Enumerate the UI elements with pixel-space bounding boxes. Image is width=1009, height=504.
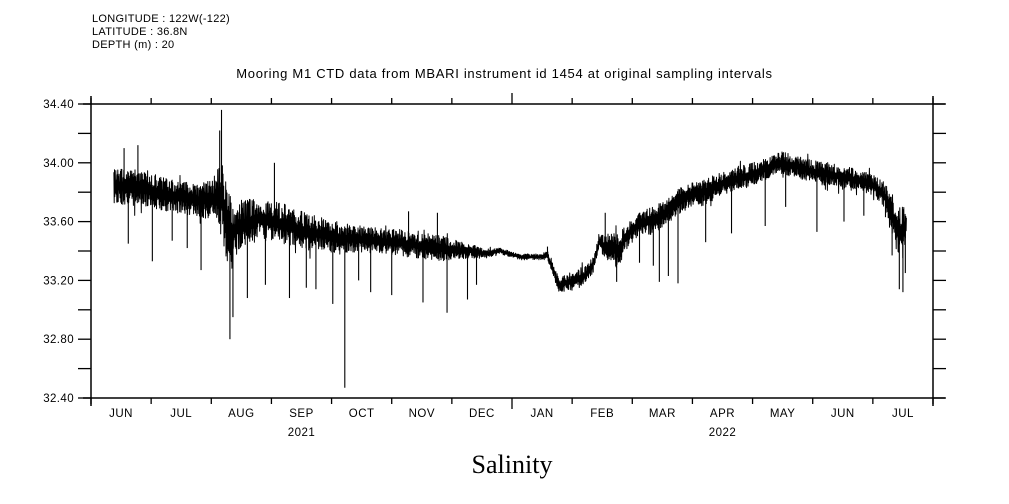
x-axis-month-label: JUL [170, 408, 192, 420]
x-axis-month-label: NOV [409, 408, 435, 420]
x-axis-month-label: JAN [530, 408, 553, 420]
x-axis-month-label: SEP [289, 408, 314, 420]
x-axis-month-label: APR [710, 408, 735, 420]
longitude-label: LONGITUDE : 122W(-122) [92, 13, 231, 25]
x-axis-month-label: JUL [892, 408, 914, 420]
x-axis-month-label: MAY [770, 408, 796, 420]
axis-title-salinity: Salinity [471, 450, 553, 479]
x-axis-month-label: OCT [349, 408, 375, 420]
year-label-2022: 2022 [708, 427, 737, 439]
x-axis-month-label: MAR [649, 408, 676, 420]
y-axis-tick-label: 34.40 [43, 99, 74, 111]
year-label-2021: 2021 [287, 427, 316, 439]
y-axis-tick-label: 33.60 [43, 217, 74, 229]
y-axis-tick-label: 33.20 [43, 275, 74, 287]
y-axis-tick-label: 32.80 [43, 334, 74, 346]
data-series-path [113, 151, 907, 292]
depth-label: DEPTH (m) : 20 [92, 39, 175, 51]
x-axis-month-label: AUG [228, 408, 254, 420]
x-axis-month-label: FEB [590, 408, 614, 420]
latitude-label: LATITUDE : 36.8N [92, 26, 188, 38]
x-axis-month-label: DEC [469, 408, 495, 420]
chart-title: Mooring M1 CTD data from MBARI instrumen… [236, 66, 773, 81]
x-axis-month-label: JUN [831, 408, 855, 420]
y-axis-tick-label: 34.00 [43, 158, 74, 170]
y-axis-tick-label: 32.40 [43, 393, 74, 405]
x-axis-month-label: JUN [109, 408, 133, 420]
